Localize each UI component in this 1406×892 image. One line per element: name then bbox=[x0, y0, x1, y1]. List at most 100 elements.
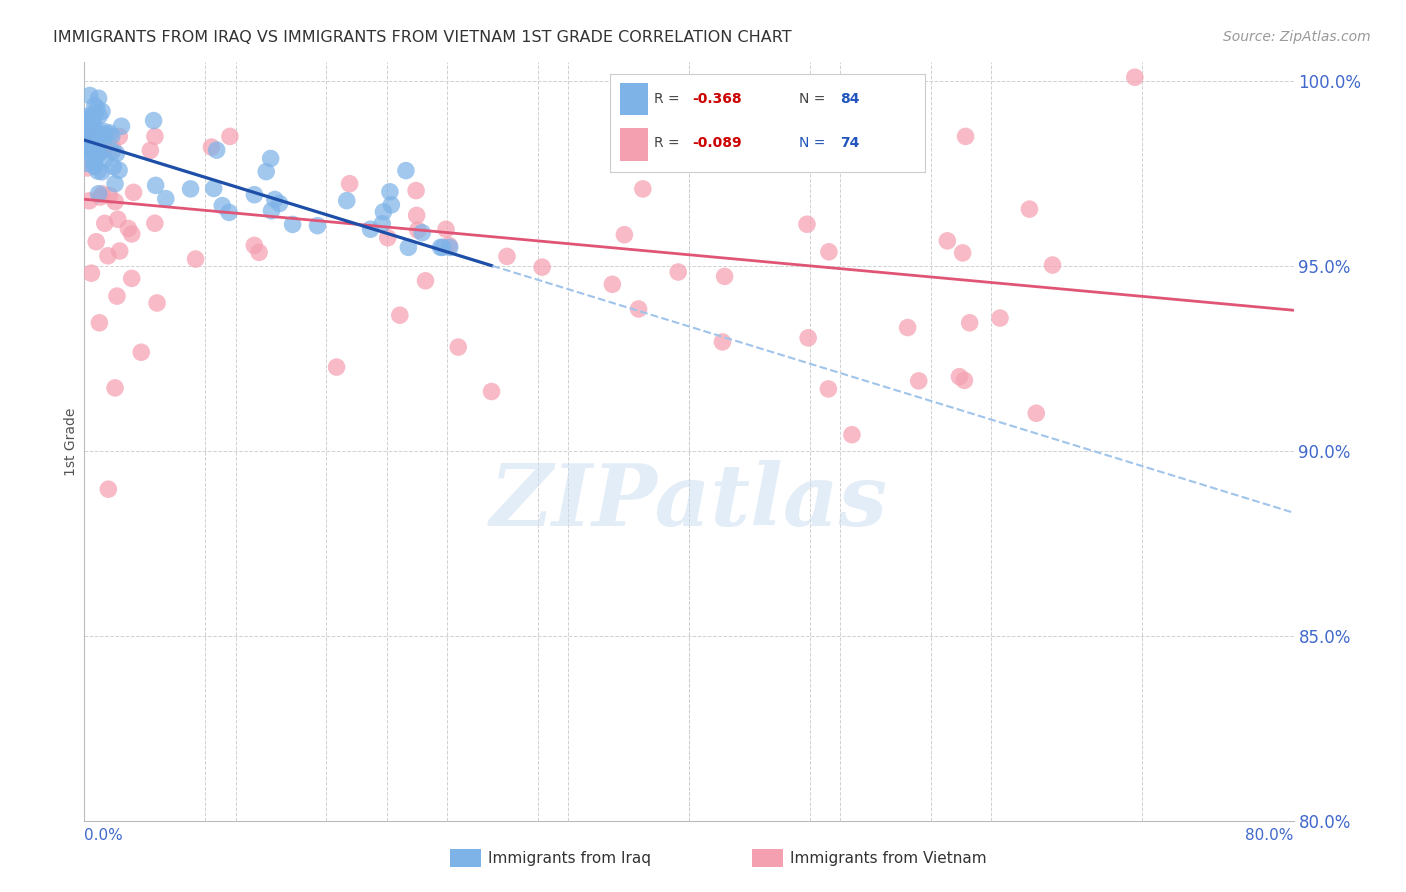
Text: IMMIGRANTS FROM IRAQ VS IMMIGRANTS FROM VIETNAM 1ST GRADE CORRELATION CHART: IMMIGRANTS FROM IRAQ VS IMMIGRANTS FROM … bbox=[53, 30, 792, 45]
Text: Source: ZipAtlas.com: Source: ZipAtlas.com bbox=[1223, 30, 1371, 45]
Point bbox=[105, 146, 128, 161]
Point bbox=[395, 163, 418, 178]
Point bbox=[897, 320, 920, 334]
Point bbox=[713, 269, 735, 284]
Point bbox=[97, 482, 120, 496]
Point bbox=[139, 144, 162, 158]
Point bbox=[86, 137, 108, 152]
Point bbox=[627, 301, 650, 316]
Point bbox=[496, 249, 519, 263]
Y-axis label: 1st Grade: 1st Grade bbox=[65, 408, 79, 475]
Point bbox=[79, 109, 101, 123]
Point bbox=[84, 107, 107, 121]
Point bbox=[98, 126, 121, 140]
Point bbox=[75, 138, 97, 153]
Point bbox=[94, 153, 117, 167]
Point bbox=[83, 117, 105, 131]
Point bbox=[87, 186, 110, 201]
Point bbox=[83, 157, 105, 171]
Point bbox=[259, 152, 281, 166]
Point bbox=[80, 266, 103, 280]
Point bbox=[83, 159, 105, 173]
Point bbox=[86, 145, 108, 159]
Point bbox=[602, 277, 624, 292]
Point bbox=[955, 129, 977, 144]
Point bbox=[377, 231, 399, 245]
Point bbox=[82, 137, 104, 152]
Point bbox=[108, 129, 131, 144]
Point bbox=[269, 196, 291, 211]
Point bbox=[75, 132, 97, 146]
Point bbox=[121, 227, 143, 241]
Point bbox=[818, 244, 841, 259]
Point bbox=[104, 381, 127, 395]
Point bbox=[80, 120, 103, 135]
Point bbox=[101, 145, 124, 159]
Point bbox=[205, 143, 228, 157]
Point bbox=[325, 360, 347, 375]
Point bbox=[86, 128, 108, 142]
Point bbox=[87, 145, 110, 160]
Point bbox=[439, 240, 461, 254]
Point bbox=[84, 126, 107, 140]
Point bbox=[75, 109, 97, 123]
Point bbox=[108, 163, 131, 178]
Point bbox=[959, 316, 981, 330]
Point bbox=[211, 199, 233, 213]
Point bbox=[841, 427, 863, 442]
Text: ZIPatlas: ZIPatlas bbox=[489, 460, 889, 544]
Point bbox=[84, 147, 107, 161]
Point bbox=[531, 260, 554, 274]
Point bbox=[93, 125, 115, 139]
Point bbox=[339, 177, 361, 191]
Point bbox=[336, 194, 359, 208]
Point bbox=[447, 340, 470, 354]
Point bbox=[76, 156, 98, 170]
Point bbox=[936, 234, 959, 248]
Point bbox=[481, 384, 503, 399]
Point bbox=[104, 194, 127, 209]
Point bbox=[360, 222, 382, 236]
Text: Immigrants from Vietnam: Immigrants from Vietnam bbox=[790, 851, 987, 865]
Point bbox=[666, 265, 689, 279]
Point bbox=[89, 109, 111, 123]
Point bbox=[373, 205, 395, 219]
Point bbox=[93, 127, 115, 141]
Point bbox=[76, 124, 98, 138]
Point bbox=[155, 192, 177, 206]
Point bbox=[98, 188, 121, 202]
Point bbox=[378, 185, 401, 199]
Point bbox=[84, 235, 107, 249]
Point bbox=[76, 129, 98, 144]
Point bbox=[107, 212, 129, 227]
Point bbox=[75, 112, 97, 127]
Point bbox=[952, 246, 974, 260]
Point bbox=[90, 165, 112, 179]
Point bbox=[94, 216, 117, 230]
Point bbox=[796, 217, 818, 231]
Point bbox=[380, 198, 402, 212]
Point bbox=[146, 296, 169, 310]
Point bbox=[117, 221, 139, 235]
Point bbox=[84, 137, 107, 152]
Point bbox=[797, 331, 820, 345]
Point bbox=[307, 219, 329, 233]
Point bbox=[79, 88, 101, 103]
Point bbox=[110, 120, 132, 134]
Point bbox=[121, 271, 143, 285]
Point bbox=[817, 382, 839, 396]
Point bbox=[1018, 202, 1040, 216]
Point bbox=[988, 311, 1011, 326]
Point bbox=[254, 164, 277, 178]
Point bbox=[247, 245, 270, 260]
Point bbox=[411, 226, 433, 240]
Point bbox=[91, 187, 114, 202]
Point bbox=[406, 223, 429, 237]
Point bbox=[432, 240, 454, 254]
Point bbox=[711, 334, 734, 349]
Point bbox=[76, 129, 98, 144]
Point bbox=[77, 118, 100, 132]
Point bbox=[219, 129, 242, 144]
Point bbox=[434, 222, 457, 236]
Point bbox=[1042, 258, 1064, 272]
